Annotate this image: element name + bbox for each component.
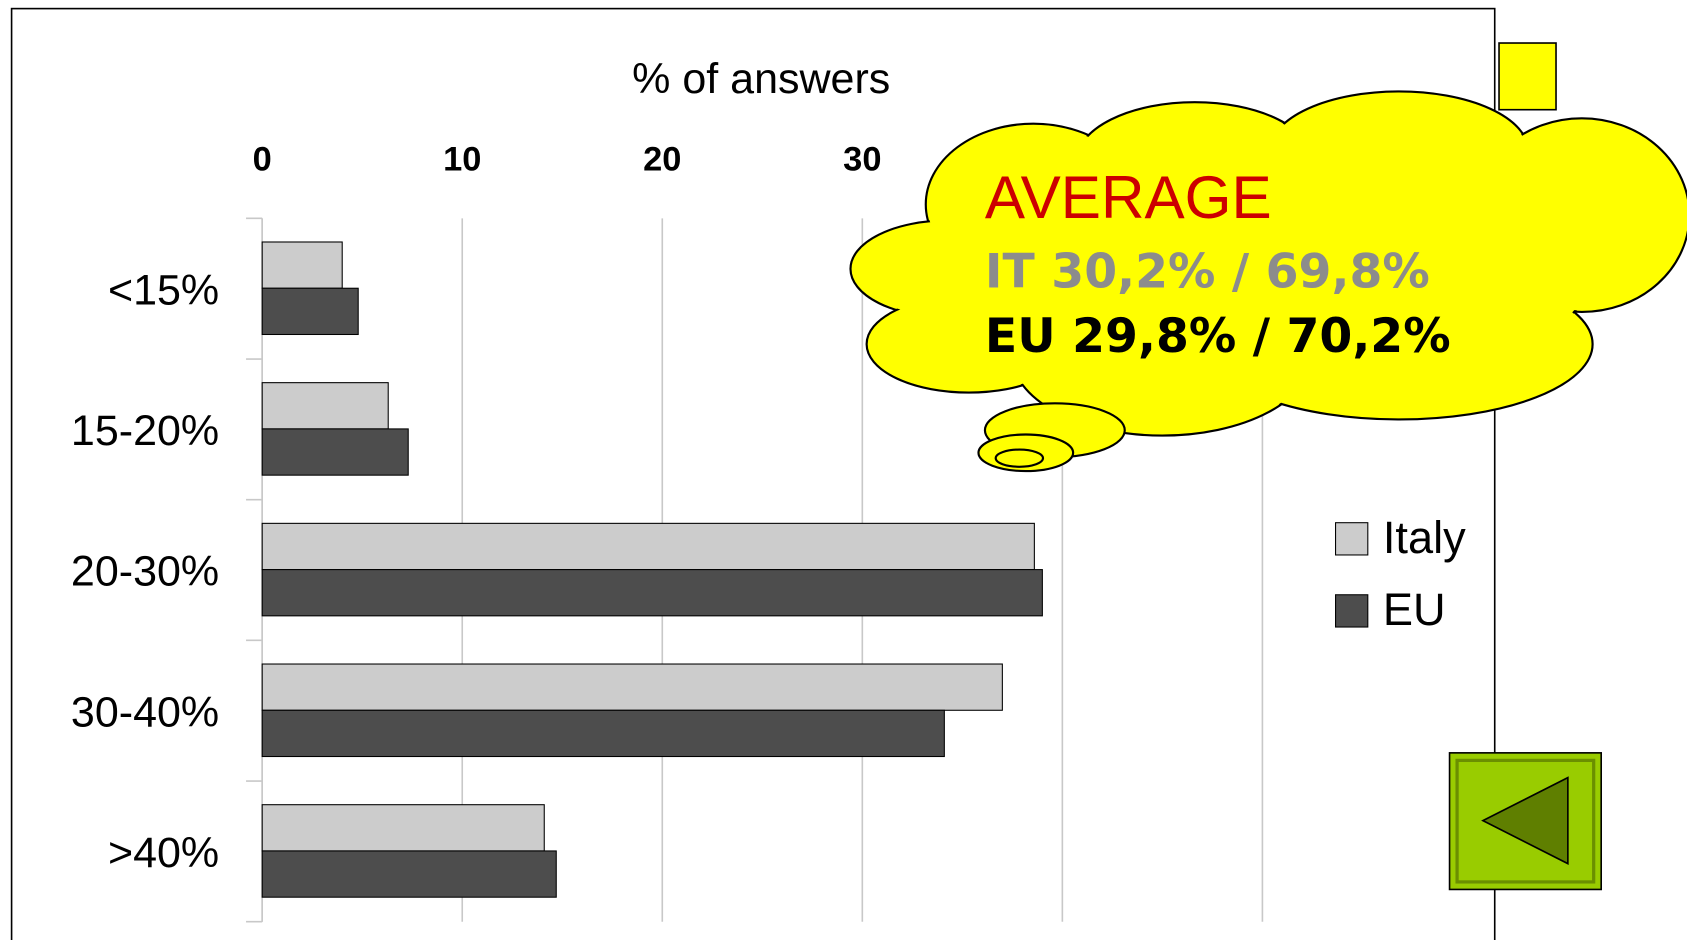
button-bevel bbox=[1455, 758, 1596, 884]
note-tab bbox=[1498, 42, 1557, 111]
back-arrow[interactable] bbox=[1481, 776, 1569, 865]
bar bbox=[261, 522, 1035, 571]
legend: Italy EU bbox=[1335, 512, 1466, 635]
x-tick-label: 30 bbox=[843, 140, 881, 178]
bar bbox=[261, 709, 945, 758]
cloud-fill bbox=[948, 141, 1591, 397]
y-tick-label: 15-20% bbox=[71, 407, 219, 455]
legend-swatch bbox=[1335, 522, 1369, 556]
bar bbox=[261, 287, 359, 336]
back-button[interactable] bbox=[1448, 752, 1603, 891]
y-tick-label: 20-30% bbox=[71, 548, 219, 596]
cloud-bubble bbox=[994, 448, 1045, 468]
bar bbox=[261, 850, 557, 898]
callout-line: IT 30,2% / 69,8% bbox=[985, 244, 1430, 299]
x-tick-label: 20 bbox=[643, 140, 681, 178]
bar bbox=[261, 241, 343, 289]
callout-cloud bbox=[849, 90, 1687, 473]
bar bbox=[261, 382, 389, 430]
bar bbox=[261, 428, 409, 476]
bar bbox=[261, 663, 1003, 711]
y-tick-label: 30-40% bbox=[71, 688, 219, 736]
y-tick-label: >40% bbox=[108, 829, 219, 877]
legend-label: Italy bbox=[1383, 512, 1466, 563]
bar bbox=[261, 804, 545, 852]
bar bbox=[261, 569, 1043, 617]
x-tick-label: 0 bbox=[253, 140, 272, 178]
callout-title: AVERAGE bbox=[985, 163, 1272, 231]
legend-swatch bbox=[1335, 594, 1369, 628]
x-tick-label: 10 bbox=[443, 140, 481, 178]
axis-title: % of answers bbox=[632, 55, 890, 103]
legend-label: EU bbox=[1383, 584, 1446, 635]
y-tick-label: <15% bbox=[108, 266, 219, 314]
callout-line: EU 29,8% / 70,2% bbox=[985, 309, 1451, 364]
